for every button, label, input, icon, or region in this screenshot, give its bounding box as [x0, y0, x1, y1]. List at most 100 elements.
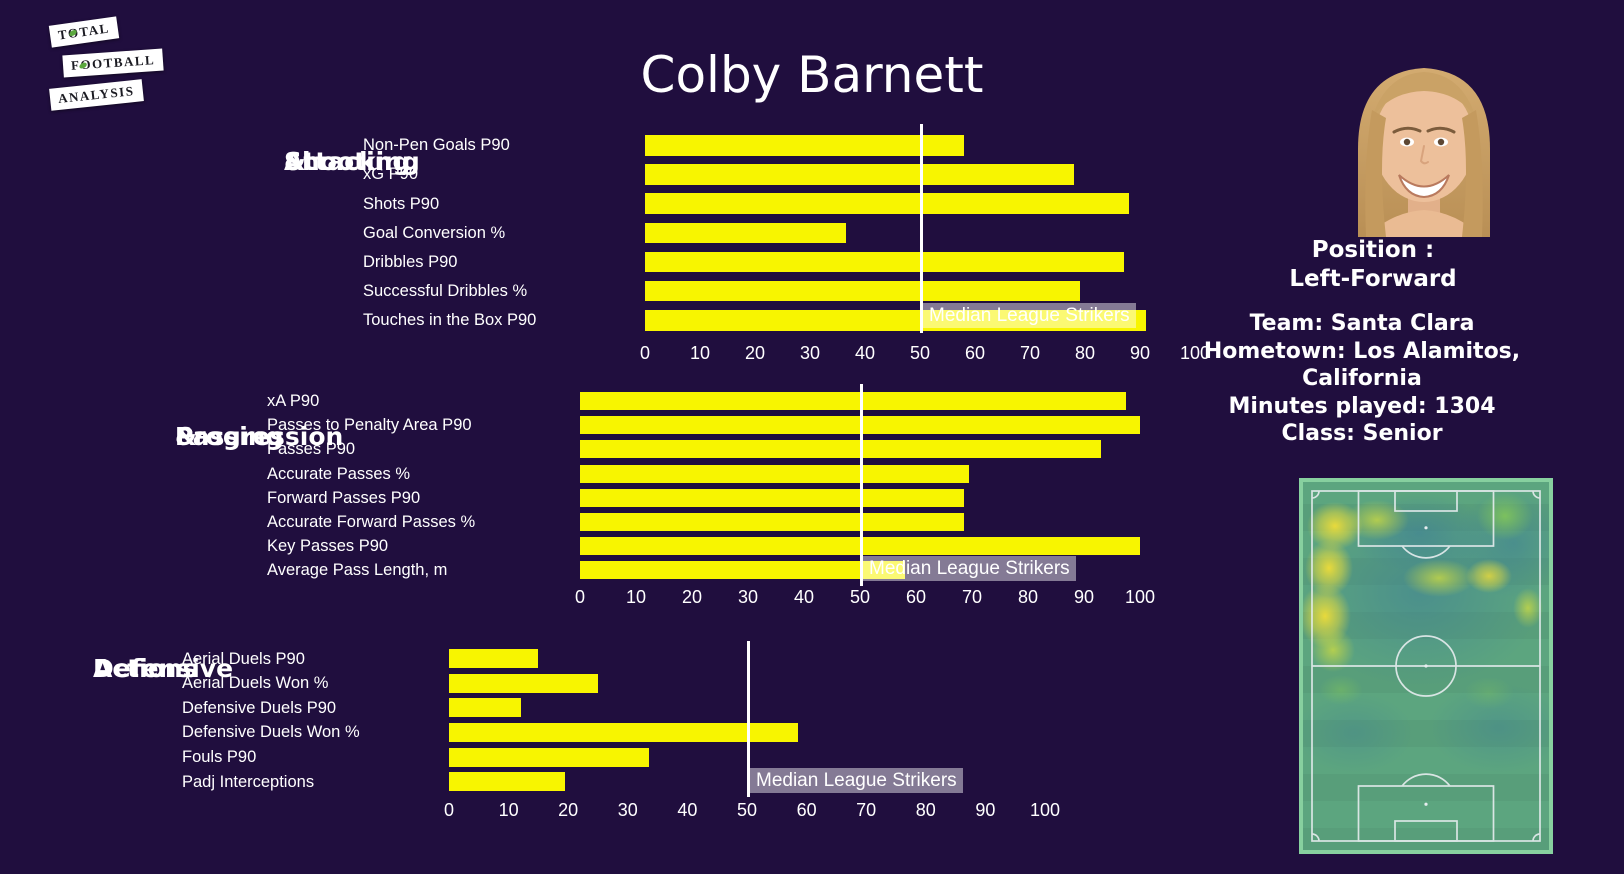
bar: [449, 649, 539, 668]
row-label: Fouls P90: [182, 748, 257, 767]
pitch-heatmap: [1294, 478, 1574, 854]
bar: [580, 392, 1126, 410]
row-label: xA P90: [267, 392, 320, 410]
axis-tick: 100: [1029, 800, 1061, 820]
axis-tick: 40: [854, 343, 876, 363]
logo-word-total: TOTAL: [48, 16, 120, 48]
axis-tick: 0: [443, 800, 455, 820]
row-label: Touches in the Box P90: [363, 311, 537, 330]
axis-tick: 50: [909, 343, 931, 363]
position-block: Position : Left-Forward: [1233, 236, 1513, 294]
axis-tick: 100: [1124, 587, 1156, 607]
bar: [580, 561, 905, 580]
section-title-line: Attacking: [284, 147, 420, 176]
axis-tick: 0: [639, 343, 651, 363]
bar: [449, 772, 566, 792]
row-label: Passes to Penalty Area P90: [267, 416, 472, 435]
bar: [580, 464, 970, 483]
bar: [449, 722, 798, 742]
row-label: Aerial Duels Won %: [182, 674, 329, 693]
axis-tick: 0: [574, 587, 586, 607]
bar: [645, 135, 964, 156]
logo-text: FOOTBALL: [70, 52, 156, 73]
axis-tick: 10: [689, 343, 711, 363]
class-line: Class: Senior: [1281, 421, 1443, 446]
median-line: [747, 641, 750, 797]
row-label: Dribbles P90: [363, 252, 458, 271]
bar: [580, 513, 964, 531]
median-line: [920, 124, 923, 333]
median-annotation: Median League Strikers: [750, 768, 963, 793]
bar: [449, 698, 521, 718]
row-label: Accurate Forward Passes %: [267, 513, 476, 531]
bar: [580, 416, 1140, 435]
bar: [449, 747, 649, 767]
axis-tick: 30: [737, 587, 759, 607]
axis-tick: 90: [975, 800, 996, 820]
hometown-line: Hometown: Los Alamitos,: [1203, 338, 1521, 364]
median-annotation: Median League Strikers: [863, 556, 1076, 581]
logo-text: ANALYSIS: [57, 83, 136, 106]
row-label: Defensive Duels Won %: [182, 723, 360, 742]
row-label: Shots P90: [363, 194, 440, 213]
row-label: Successful Dribbles %: [363, 282, 528, 301]
bar: [645, 222, 846, 243]
axis-tick: 90: [1129, 343, 1151, 363]
bar: [645, 310, 1146, 331]
row-label: Accurate Passes %: [267, 464, 411, 483]
section-title-line: Actions: [93, 654, 198, 683]
section-title-line: &: [175, 422, 197, 451]
axis-tick: 70: [961, 587, 983, 607]
page-title: Colby Barnett: [640, 45, 984, 104]
bar: [645, 251, 1124, 273]
axis-tick: 70: [1019, 343, 1041, 363]
row-label: Average Pass Length, m: [267, 561, 448, 580]
row-label: Key Passes P90: [267, 537, 389, 556]
axis-tick: 70: [856, 800, 877, 820]
row-label: Forward Passes P90: [267, 488, 421, 507]
row-label: Padj Interceptions: [182, 772, 315, 791]
axis-tick: 30: [799, 343, 821, 363]
axis-tick: 20: [558, 800, 579, 820]
axis-tick: 50: [736, 800, 758, 820]
section-title-line: Shooting: [284, 147, 411, 176]
axis-tick: 60: [905, 587, 927, 607]
row-label: Defensive Duels P90: [182, 698, 337, 717]
median-line: [860, 384, 863, 586]
bar: [449, 673, 598, 693]
bar: [580, 440, 1101, 459]
team-line: Team: Santa Clara: [1249, 311, 1475, 336]
row-label: xG P90: [363, 165, 419, 184]
row-label: Non-Pen Goals P90: [363, 136, 510, 155]
axis-tick: 60: [796, 800, 817, 820]
median-annotation: Median League Strikers: [923, 303, 1136, 328]
row-label: Aerial Duels P90: [182, 649, 305, 668]
axis-tick: 20: [744, 343, 766, 363]
player-photo: [1330, 44, 1518, 237]
axis-tick: 80: [915, 800, 936, 820]
bar: [645, 193, 1129, 214]
pitch-heatmap-image: [1294, 478, 1574, 854]
position-value: Left-Forward: [1289, 266, 1457, 292]
axis-tick: 80: [1017, 587, 1039, 607]
bar: [645, 164, 1074, 185]
logo-word-analysis: ANALYSIS: [49, 79, 144, 111]
bar: [580, 488, 964, 507]
axis-tick: 30: [617, 800, 638, 820]
section-title-line: &: [284, 147, 306, 176]
section-title-line: Defensive: [93, 654, 234, 683]
player-photo-image: [1358, 68, 1490, 237]
hometown-line-2: California: [1302, 366, 1422, 391]
section-title-line: Progression: [175, 422, 344, 451]
axis-tick: 40: [793, 587, 815, 607]
logo-word-football: FOOTBALL: [62, 48, 164, 78]
row-label: Passes P90: [267, 440, 356, 459]
player-info: Team: Santa Clara Hometown: Los Alamitos…: [1182, 310, 1542, 448]
bar: [580, 537, 1140, 556]
section-title-line: Passing: [175, 422, 284, 451]
logo-text: TOTAL: [57, 20, 111, 43]
minutes-line: Minutes played: 1304: [1228, 393, 1496, 419]
row-label: Goal Conversion %: [363, 223, 506, 242]
axis-tick: 60: [964, 343, 986, 363]
